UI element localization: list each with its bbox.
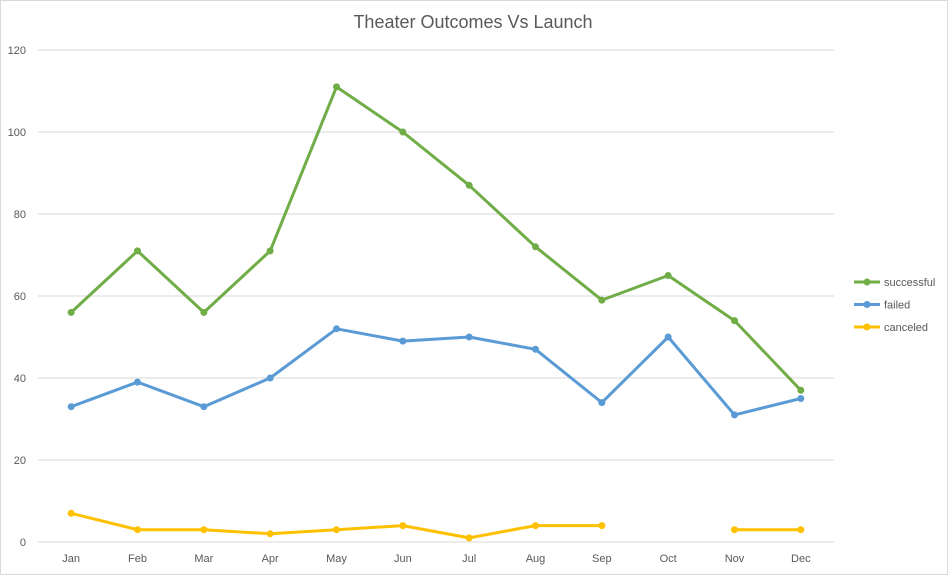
x-axis: Jan Feb Mar Apr May Jun Jul Aug Sep Oct Nov Dec [62,553,811,565]
data-point-failed [200,403,208,411]
x-tick-label: Mar [194,553,213,565]
data-point-canceled [797,526,805,534]
data-point-successful [598,296,606,304]
legend-item-failed: failed [854,300,910,312]
x-tick-label: Apr [262,553,279,565]
legend-item-successful: successful [854,277,935,289]
legend-label: failed [884,300,910,312]
data-point-canceled [731,526,738,534]
data-point-canceled [532,522,539,530]
data-point-failed [266,374,274,382]
data-point-canceled [67,509,75,517]
data-point-canceled [333,526,340,534]
data-point-successful [134,247,141,255]
legend-label: canceled [884,322,928,334]
y-tick-label: 80 [14,209,26,221]
series-canceled [67,509,805,542]
data-point-successful [200,308,208,316]
data-point-successful [266,247,274,255]
x-tick-label: Aug [526,553,546,565]
legend-marker [863,301,871,308]
data-point-failed [465,333,473,341]
data-point-successful [532,243,539,251]
x-tick-label: Sep [592,553,612,565]
y-tick-label: 40 [14,373,26,385]
data-point-successful [333,83,340,91]
data-point-failed [532,345,539,353]
series-line-failed [69,327,803,417]
gridlines [38,49,834,543]
data-point-failed [67,403,75,411]
series-failed [67,325,805,419]
legend-label: successful [884,277,935,289]
x-tick-label: Jul [462,553,476,565]
x-tick-label: Dec [791,553,811,565]
data-point-successful [67,308,75,316]
y-tick-label: 60 [14,291,26,303]
legend: successful failed canceled [854,277,935,334]
data-point-failed [664,333,672,341]
data-point-failed [134,378,141,386]
y-tick-label: 120 [8,45,26,57]
data-point-canceled [399,522,407,530]
data-point-successful [797,386,805,394]
y-axis: 0 20 40 60 80 100 120 [8,45,26,549]
legend-item-canceled: canceled [854,322,928,334]
x-tick-label: Jan [62,553,80,565]
y-tick-label: 100 [8,127,26,139]
x-tick-label: Feb [128,553,147,565]
data-point-failed [598,399,606,407]
y-tick-label: 0 [20,537,26,549]
x-tick-label: Oct [660,553,677,565]
chart-title: Theater Outcomes Vs Launch [353,12,592,32]
data-point-successful [731,317,738,325]
data-point-failed [399,337,407,345]
y-tick-label: 20 [14,455,26,467]
series-line-canceled [69,511,604,540]
data-point-failed [333,325,340,333]
data-point-canceled [266,530,274,538]
series-line-successful [69,85,803,392]
data-point-successful [664,272,672,279]
data-point-canceled [598,522,606,530]
data-point-failed [731,411,738,419]
series-successful [67,83,805,394]
data-point-canceled [465,534,473,542]
legend-marker [863,323,871,331]
x-tick-label: Nov [725,553,745,565]
data-point-failed [797,395,805,402]
series-group [67,83,805,542]
data-point-canceled [200,526,208,534]
data-point-canceled [134,526,141,534]
data-point-successful [465,181,473,189]
legend-marker [863,278,871,286]
data-point-successful [399,128,407,136]
x-tick-label: Jun [394,553,412,565]
x-tick-label: May [326,553,347,565]
